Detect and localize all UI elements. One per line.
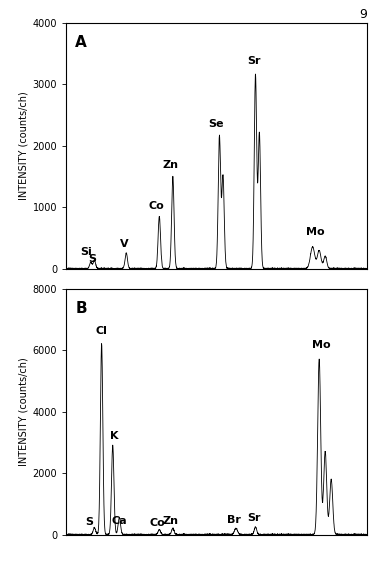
Text: K: K [110, 431, 118, 441]
Text: Ca: Ca [112, 516, 127, 526]
Y-axis label: INTENSITY (counts/ch): INTENSITY (counts/ch) [18, 91, 28, 200]
Text: Co: Co [149, 518, 165, 528]
Text: S: S [88, 254, 97, 264]
Text: S: S [85, 517, 94, 527]
Text: Br: Br [227, 515, 241, 525]
Text: A: A [75, 35, 87, 50]
Text: Cl: Cl [96, 327, 108, 336]
Text: 9: 9 [359, 8, 367, 22]
Text: Mo: Mo [312, 340, 330, 350]
Text: Sr: Sr [247, 513, 261, 523]
Text: Se: Se [208, 118, 223, 128]
Text: Mo: Mo [306, 227, 324, 237]
Text: Zn: Zn [163, 516, 179, 526]
Text: Si: Si [81, 247, 93, 256]
Text: Sr: Sr [247, 55, 261, 66]
Y-axis label: INTENSITY (counts/ch): INTENSITY (counts/ch) [18, 357, 28, 466]
Text: V: V [121, 238, 129, 248]
Text: Co: Co [149, 201, 164, 211]
Text: B: B [75, 301, 87, 316]
Text: Zn: Zn [163, 160, 178, 170]
